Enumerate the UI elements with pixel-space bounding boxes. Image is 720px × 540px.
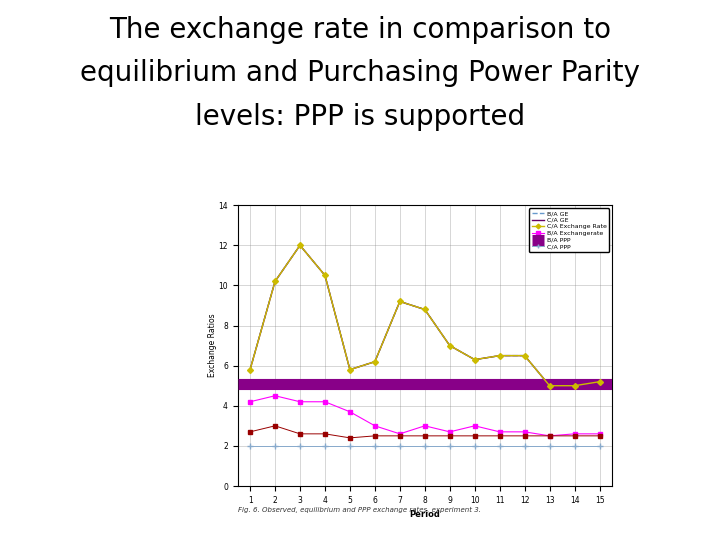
B/A GE xyxy=(346,367,354,373)
C/A GE xyxy=(395,298,404,305)
B/A Exchangerate xyxy=(320,399,329,405)
B/A Exchangerate xyxy=(420,423,429,429)
B/A GE xyxy=(595,379,604,385)
C/A Exchange Rate xyxy=(495,353,504,359)
Line: C/A PPP: C/A PPP xyxy=(247,443,603,449)
C/A GE xyxy=(470,356,479,363)
B/A PPP xyxy=(246,381,254,387)
C/A Exchange Rate xyxy=(545,382,554,389)
C/A PPP xyxy=(420,443,429,449)
B/A Exchangerate xyxy=(271,393,279,399)
C/A PPP xyxy=(296,443,305,449)
Text: Fig. 6. Observed, equilibrium and PPP exchange rates, experiment 3.: Fig. 6. Observed, equilibrium and PPP ex… xyxy=(238,507,481,513)
B/A Exchangerate xyxy=(371,423,379,429)
B/A PPP xyxy=(221,381,230,387)
C/A Exchange Rate xyxy=(521,353,529,359)
B/A GE xyxy=(296,242,305,248)
C/A Exchange Rate xyxy=(296,242,305,248)
Line: C/A GE: C/A GE xyxy=(250,245,600,386)
C/A GE xyxy=(246,367,254,373)
Line: B/A Exchangerate: B/A Exchangerate xyxy=(248,394,602,438)
B/A GE xyxy=(395,298,404,305)
C/A GE xyxy=(320,272,329,279)
B/A Exchangerate xyxy=(470,423,479,429)
B/A Exchangerate xyxy=(545,433,554,439)
C/A Exchange Rate xyxy=(570,382,579,389)
C/A GE xyxy=(446,342,454,349)
B/A GE xyxy=(420,306,429,313)
C/A GE xyxy=(296,242,305,248)
B/A GE xyxy=(470,356,479,363)
B/A Exchangerate xyxy=(595,430,604,437)
C/A PPP xyxy=(446,443,454,449)
C/A Exchange Rate xyxy=(395,298,404,305)
B/A Exchangerate xyxy=(521,429,529,435)
B/A Exchangerate xyxy=(246,399,254,405)
Legend: B/A GE, C/A GE, C/A Exchange Rate, B/A Exchangerate, B/A PPP, C/A PPP: B/A GE, C/A GE, C/A Exchange Rate, B/A E… xyxy=(529,208,609,252)
C/A Exchange Rate xyxy=(371,359,379,365)
C/A GE xyxy=(521,353,529,359)
B/A GE xyxy=(521,353,529,359)
C/A Exchange Rate xyxy=(420,306,429,313)
B/A Exchangerate xyxy=(495,429,504,435)
C/A PPP xyxy=(320,443,329,449)
B/A Exchangerate xyxy=(446,429,454,435)
B/A GE xyxy=(545,382,554,389)
C/A PPP xyxy=(395,443,404,449)
Text: The exchange rate in comparison to: The exchange rate in comparison to xyxy=(109,16,611,44)
C/A Exchange Rate xyxy=(271,278,279,285)
C/A Exchange Rate xyxy=(320,272,329,279)
C/A PPP xyxy=(271,443,279,449)
C/A GE xyxy=(595,379,604,385)
B/A GE xyxy=(446,342,454,349)
C/A GE xyxy=(371,359,379,365)
C/A PPP xyxy=(570,443,579,449)
Text: equilibrium and Purchasing Power Parity: equilibrium and Purchasing Power Parity xyxy=(80,59,640,87)
B/A GE xyxy=(495,353,504,359)
B/A Exchangerate xyxy=(395,430,404,437)
Y-axis label: Exchange Ratios: Exchange Ratios xyxy=(208,314,217,377)
B/A Exchangerate xyxy=(346,409,354,415)
C/A Exchange Rate xyxy=(595,379,604,385)
C/A Exchange Rate xyxy=(246,367,254,373)
C/A Exchange Rate xyxy=(446,342,454,349)
C/A PPP xyxy=(371,443,379,449)
C/A GE xyxy=(271,278,279,285)
C/A PPP xyxy=(595,443,604,449)
Text: levels: PPP is supported: levels: PPP is supported xyxy=(195,103,525,131)
C/A PPP xyxy=(545,443,554,449)
C/A PPP xyxy=(246,443,254,449)
C/A GE xyxy=(495,353,504,359)
C/A Exchange Rate xyxy=(470,356,479,363)
Line: B/A GE: B/A GE xyxy=(250,245,600,386)
C/A PPP xyxy=(346,443,354,449)
B/A GE xyxy=(371,359,379,365)
C/A PPP xyxy=(521,443,529,449)
C/A GE xyxy=(346,367,354,373)
B/A GE xyxy=(271,278,279,285)
B/A GE xyxy=(570,382,579,389)
B/A GE xyxy=(320,272,329,279)
C/A Exchange Rate xyxy=(346,367,354,373)
C/A PPP xyxy=(495,443,504,449)
Line: C/A Exchange Rate: C/A Exchange Rate xyxy=(248,243,602,388)
X-axis label: Period: Period xyxy=(410,510,440,519)
C/A GE xyxy=(570,382,579,389)
B/A Exchangerate xyxy=(570,430,579,437)
C/A GE xyxy=(420,306,429,313)
C/A PPP xyxy=(470,443,479,449)
B/A GE xyxy=(246,367,254,373)
C/A GE xyxy=(545,382,554,389)
B/A Exchangerate xyxy=(296,399,305,405)
